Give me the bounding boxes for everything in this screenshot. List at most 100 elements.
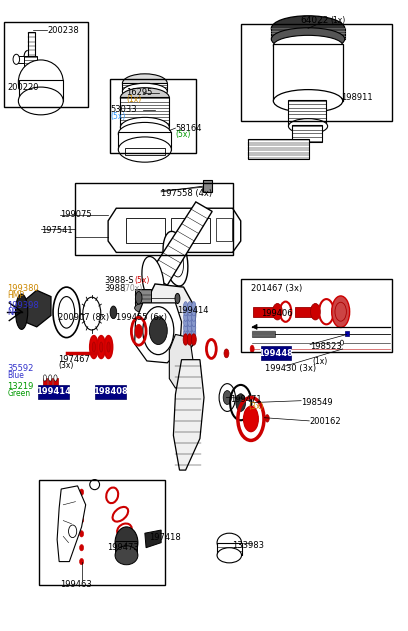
Ellipse shape: [188, 323, 192, 332]
Ellipse shape: [100, 342, 103, 352]
Polygon shape: [57, 486, 86, 562]
Text: (5x): (5x): [110, 112, 126, 121]
Ellipse shape: [80, 545, 84, 551]
Bar: [171, 218, 210, 243]
Text: 35592: 35592: [7, 364, 34, 373]
Ellipse shape: [175, 293, 180, 304]
Ellipse shape: [97, 336, 105, 358]
Bar: [292, 125, 322, 142]
Ellipse shape: [163, 232, 188, 286]
Bar: [120, 97, 169, 127]
Text: 199398: 199398: [7, 301, 39, 310]
Ellipse shape: [223, 391, 231, 404]
Text: 199448: 199448: [258, 349, 293, 358]
Text: (5x): (5x): [135, 276, 150, 285]
Ellipse shape: [69, 525, 77, 538]
Text: 198523: 198523: [310, 342, 342, 351]
Ellipse shape: [217, 533, 242, 552]
Ellipse shape: [13, 54, 20, 64]
Bar: [75, 183, 233, 255]
Ellipse shape: [122, 74, 167, 93]
Text: 13219: 13219: [7, 382, 34, 391]
Ellipse shape: [244, 406, 258, 432]
Text: (5x): (5x): [175, 130, 191, 139]
Text: 3988-S: 3988-S: [104, 276, 134, 285]
Polygon shape: [145, 530, 161, 548]
Bar: [203, 180, 212, 192]
Bar: [39, 480, 165, 585]
Bar: [115, 541, 137, 555]
Ellipse shape: [183, 334, 188, 345]
Text: 200220: 200220: [7, 83, 38, 91]
Ellipse shape: [188, 318, 192, 327]
Text: 16295: 16295: [126, 88, 153, 97]
Text: 200907 (8x): 200907 (8x): [58, 313, 109, 322]
Ellipse shape: [273, 304, 282, 320]
Text: Green: Green: [7, 389, 31, 398]
Text: 199406: 199406: [261, 309, 293, 318]
Ellipse shape: [340, 340, 344, 345]
Bar: [28, 32, 35, 57]
Ellipse shape: [332, 296, 350, 327]
Ellipse shape: [184, 318, 188, 327]
Text: 200238: 200238: [47, 26, 79, 35]
Bar: [241, 24, 392, 121]
Ellipse shape: [80, 558, 84, 565]
Text: 199455 (6x): 199455 (6x): [116, 313, 167, 322]
Polygon shape: [149, 202, 212, 285]
Bar: [24, 56, 37, 71]
Bar: [241, 279, 392, 352]
Text: 198549: 198549: [301, 398, 333, 407]
Ellipse shape: [188, 312, 192, 321]
Text: 197418: 197418: [149, 533, 181, 542]
Text: 198408: 198408: [93, 387, 128, 396]
Ellipse shape: [219, 384, 235, 411]
Bar: [16, 56, 29, 63]
Bar: [345, 331, 349, 336]
Text: (1x): (1x): [312, 357, 327, 366]
Text: 198911: 198911: [341, 93, 373, 102]
Polygon shape: [173, 360, 204, 470]
Ellipse shape: [118, 137, 171, 162]
Bar: [125, 148, 165, 155]
Ellipse shape: [107, 342, 110, 352]
Polygon shape: [169, 334, 194, 388]
Ellipse shape: [80, 531, 84, 537]
Text: 53033: 53033: [110, 105, 137, 114]
Ellipse shape: [115, 546, 138, 565]
Text: 197467: 197467: [58, 355, 90, 363]
Ellipse shape: [18, 60, 63, 104]
Ellipse shape: [271, 16, 345, 41]
Polygon shape: [135, 303, 182, 363]
Text: 199380: 199380: [7, 284, 39, 293]
Text: (3x): (3x): [248, 402, 264, 411]
FancyBboxPatch shape: [261, 346, 291, 360]
Ellipse shape: [122, 83, 167, 100]
Polygon shape: [248, 139, 309, 159]
Ellipse shape: [187, 334, 192, 345]
Ellipse shape: [120, 88, 169, 108]
Ellipse shape: [265, 415, 269, 422]
Ellipse shape: [273, 90, 343, 112]
Polygon shape: [22, 290, 51, 327]
Ellipse shape: [16, 294, 28, 329]
Bar: [122, 83, 167, 91]
Ellipse shape: [192, 323, 196, 332]
Ellipse shape: [273, 35, 343, 56]
Ellipse shape: [184, 312, 188, 321]
Ellipse shape: [120, 117, 169, 138]
Ellipse shape: [49, 386, 52, 392]
Ellipse shape: [224, 349, 229, 358]
Text: 201467 (3x): 201467 (3x): [251, 284, 302, 293]
Ellipse shape: [90, 336, 98, 358]
Text: 199414: 199414: [177, 306, 209, 315]
Text: NF: NF: [7, 308, 18, 317]
Ellipse shape: [271, 28, 345, 50]
Ellipse shape: [192, 318, 196, 327]
Ellipse shape: [143, 307, 174, 355]
Ellipse shape: [135, 324, 142, 338]
Ellipse shape: [104, 336, 113, 358]
Ellipse shape: [191, 334, 196, 345]
FancyBboxPatch shape: [95, 385, 126, 399]
Polygon shape: [108, 208, 241, 252]
